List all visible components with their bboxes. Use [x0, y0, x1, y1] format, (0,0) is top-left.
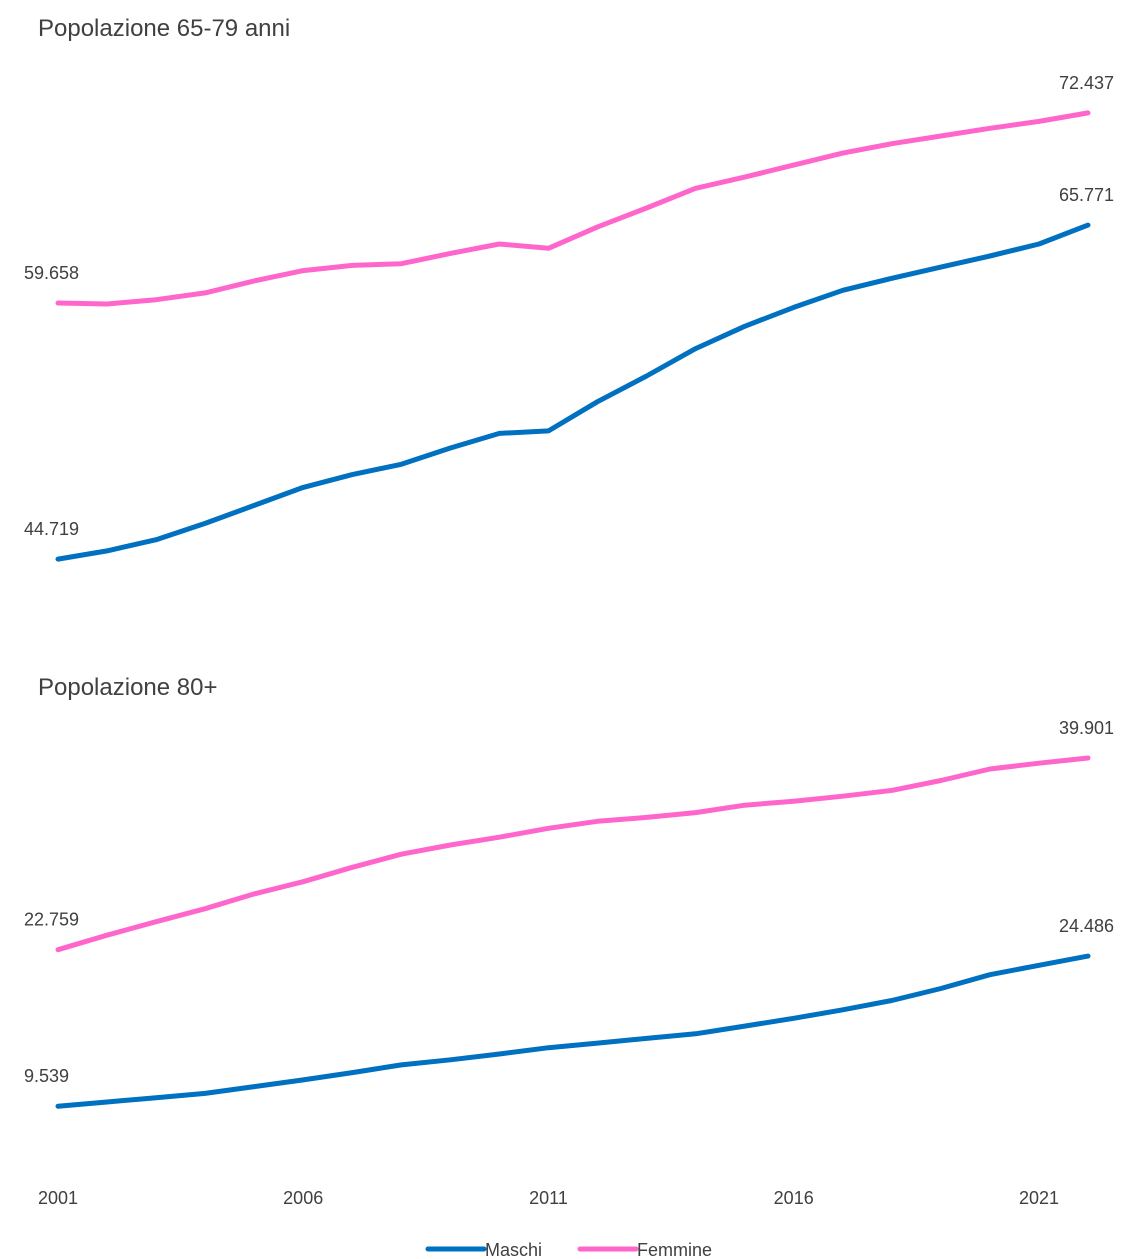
x-tick-label: 2021 — [1019, 1188, 1059, 1208]
legend: Maschi Femmine — [425, 1240, 712, 1259]
x-axis-ticks: 2001 2006 2011 2016 2021 — [38, 1188, 1059, 1208]
data-label-last-femmine: 72.437 — [1059, 73, 1114, 93]
chart-title-65-79: Popolazione 65-79 anni — [38, 15, 290, 42]
data-label-first-maschi: 44.719 — [24, 519, 79, 539]
data-label-last-maschi: 24.486 — [1059, 916, 1114, 936]
x-tick-label: 2006 — [283, 1188, 323, 1208]
data-label-first-maschi: 9.539 — [24, 1066, 69, 1086]
x-tick-label: 2001 — [38, 1188, 78, 1208]
x-tick-label: 2011 — [529, 1188, 568, 1208]
data-label-last-maschi: 65.771 — [1059, 185, 1114, 205]
data-label-first-femmine: 22.759 — [24, 910, 79, 930]
data-label-last-femmine: 39.901 — [1059, 718, 1114, 738]
legend-label-femmine: Femmine — [637, 1240, 712, 1259]
series-line-maschi — [55, 953, 1091, 1109]
series-line-maschi — [55, 222, 1091, 562]
legend-label-maschi: Maschi — [485, 1240, 542, 1259]
data-label-first-femmine: 59.658 — [24, 263, 79, 283]
chart-65-79: 44.719 65.771 59.658 72.437 — [24, 73, 1114, 562]
series-line-femmine — [55, 755, 1091, 953]
x-tick-label: 2016 — [774, 1188, 814, 1208]
chart-80-plus: 9.539 24.486 22.759 39.901 — [24, 718, 1114, 1109]
series-line-femmine — [55, 110, 1091, 307]
chart-title-80-plus: Popolazione 80+ — [38, 674, 217, 701]
